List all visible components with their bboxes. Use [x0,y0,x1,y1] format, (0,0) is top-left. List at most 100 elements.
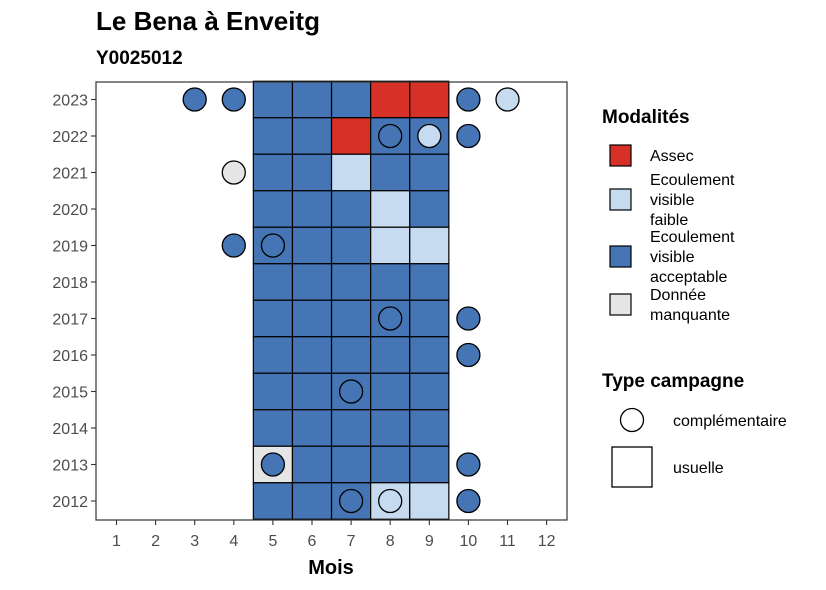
legend-label-assec: Assec [650,148,694,165]
heat-cell [409,372,450,411]
x-tick-label: 6 [308,533,317,550]
campaign-point [378,123,403,149]
heat-cell [330,299,372,338]
heat-cell [291,153,333,192]
heat-cell [291,263,333,301]
heat-cell [330,153,372,192]
x-tick-label: 9 [425,533,434,550]
legend-label-manquante: manquante [650,307,730,324]
heat-cell [409,482,450,520]
heat-cell [330,263,372,301]
heat-cell [409,299,450,338]
campaign-point [417,123,442,149]
heat-cell [252,372,294,411]
legend-label-acceptable: acceptable [650,269,727,286]
heat-cell [330,445,372,484]
campaign-point [182,87,207,112]
y-tick-label: 2020 [52,202,88,219]
campaign-point [221,233,246,258]
heat-cell [291,117,333,155]
campaign-point [456,342,481,368]
campaign-point [456,306,481,331]
y-tick-label: 2023 [52,93,88,110]
heat-cell [252,190,294,228]
x-tick-label: 10 [460,533,478,550]
heat-cell [409,80,450,119]
heat-cell [252,299,294,338]
campaign-point [338,488,364,514]
campaign-point [456,87,481,112]
x-tick-label: 8 [386,533,395,550]
heat-cell [291,299,333,338]
heat-cell [370,263,411,301]
campaign-point [456,488,481,514]
y-tick-label: 2014 [52,421,88,438]
campaign-point [378,488,403,514]
x-tick-label: 11 [499,533,516,550]
legend-key-assec [609,144,632,167]
y-tick-label: 2019 [52,239,88,256]
heat-cell [370,372,411,411]
heat-cell [291,372,333,411]
legend-label-manquante: Donnée [650,287,706,304]
heat-cell [291,336,333,374]
heat-cell [291,226,333,265]
heat-cell [330,226,372,265]
legend-campagne: complémentaire usuelle [611,407,787,488]
heat-cell [330,409,372,447]
legend-label-faible: Ecoulement [650,172,735,189]
campaign-point [456,452,481,477]
y-axis: 2012 2013 2014 2015 2016 2017 2018 2019 2020 2021… [52,93,96,511]
legend-label-faible: faible [650,212,688,229]
y-tick-label: 2015 [52,385,88,402]
campaign-point [378,306,403,331]
heat-cell [252,80,294,119]
x-tick-label: 12 [538,533,556,550]
heat-cell [252,482,294,520]
heat-cell [370,226,411,265]
legend-key-manquante [609,293,632,316]
heat-cell [330,336,372,374]
legend-label-acceptable: Ecoulement [650,229,735,246]
x-tick-label: 1 [112,533,121,550]
points-layer [182,87,520,514]
x-tick-label: 7 [347,533,356,550]
campaign-point [495,87,520,112]
heat-cell [291,445,333,484]
y-tick-label: 2022 [52,129,88,146]
heat-cell [370,336,411,374]
heat-cell [370,153,411,192]
chart-title: Le Bena à Enveitg [96,6,320,36]
legend-modalites-title: Modalités [602,107,690,128]
y-tick-label: 2021 [52,166,88,183]
campaign-point [221,160,246,185]
campaign-point [338,379,364,404]
x-tick-label: 2 [151,533,160,550]
heat-cell [291,190,333,228]
heat-cell [409,263,450,301]
y-tick-label: 2018 [52,275,88,292]
legend-modalites: AssecEcoulementvisiblefaibleEcoulementvi… [609,144,735,324]
legend-key-circle [619,407,645,433]
y-tick-label: 2012 [52,494,88,511]
x-axis: 1 2 3 4 5 6 7 8 9 10 11 12 [112,520,556,550]
heat-cell [252,117,294,155]
legend-key-acceptable [609,245,632,268]
legend-label-acceptable: visible [650,249,695,266]
campaign-point [260,452,286,477]
heat-cell [252,153,294,192]
heat-cell [409,226,450,265]
heat-cell [252,409,294,447]
y-tick-label: 2016 [52,348,88,365]
legend-label-usuelle: usuelle [673,460,724,477]
legend-key-square [611,446,653,488]
heat-cell [370,409,411,447]
plot-border [95,81,568,521]
legend-key-faible [609,188,632,211]
legend-label-complementaire: complémentaire [673,413,787,430]
heat-cell [252,263,294,301]
campaign-point [260,233,286,258]
heat-cell [409,336,450,374]
cells-layer [252,80,450,520]
